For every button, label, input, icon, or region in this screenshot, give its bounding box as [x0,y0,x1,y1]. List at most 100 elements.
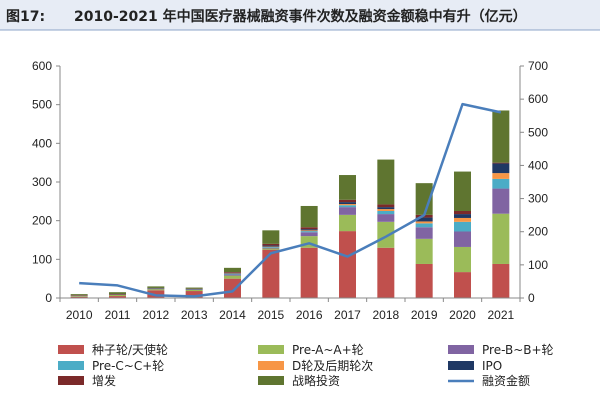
legend-label: 融资金额 [482,373,530,388]
line-layer [79,102,502,298]
bar-segment [300,227,318,230]
bar-segment [224,278,241,298]
bar-segment [262,247,280,249]
x-tick-label: 2010 [66,308,93,322]
bar-segment [300,236,318,248]
bar-segment [492,173,510,179]
bar-segment [339,207,356,215]
left-tick-label: 100 [32,252,52,266]
x-tick-label: 2017 [334,308,361,322]
bar-segment [492,163,510,174]
bar-segment [185,289,203,290]
bar-segment [377,221,395,248]
bar-segment [415,183,433,215]
legend-label: Pre-B~B+轮 [482,343,554,357]
legend-label: Pre-A~A+轮 [292,343,364,357]
bar-segment [377,204,395,208]
x-tick-label: 2015 [257,308,284,322]
bar-segment [147,288,165,290]
right-tick-label: 100 [528,258,548,272]
bar-segment [492,178,510,189]
bar-segment [492,110,510,163]
bar-segment [454,231,471,247]
bar-segment [224,273,241,275]
bar-segment [454,217,471,222]
bar-segment [147,287,165,289]
legend-label: 战略投资 [292,373,340,388]
bar-segment [339,214,356,232]
legend-swatch [258,345,284,354]
right-tick-label: 200 [528,225,548,239]
bar-segment [377,209,395,211]
bar-segment [339,199,356,203]
x-tick-label: 2018 [372,308,399,322]
legend-label: IPO [482,359,502,373]
bar-segment [300,231,318,233]
legend-swatch [58,376,84,385]
legend-swatch [448,345,474,354]
bar-segment [262,230,280,244]
bar-segment [224,272,241,274]
x-tick-label: 2016 [296,308,323,322]
bar-segment [70,296,88,297]
legend-label: Pre-C~C+轮 [92,359,164,373]
bar-segment [262,249,280,298]
bar-segment [300,229,318,231]
right-tick-label: 600 [528,92,548,106]
bar-segment [300,232,318,237]
bar-segment [415,238,433,264]
x-tick-label: 2012 [142,308,169,322]
bar-segment [224,267,241,273]
bar-segment [185,287,203,289]
chart-title: 2010-2021 年中国医疗器械融资事件次数及融资金额稳中有升（亿元） [74,8,527,25]
bar-segment [147,286,165,288]
bar-segment [147,289,165,291]
bar-segment [454,214,471,218]
bar-segment [339,175,356,200]
bar-segment [185,291,203,298]
right-tick-label: 400 [528,158,548,172]
bar-segment [147,288,165,289]
bar-segment [300,230,318,232]
bar-segment [300,205,318,228]
bar-segment [109,296,126,298]
legend-label: D轮及后期轮次 [292,359,373,373]
line-series-funding-amount [79,102,502,298]
axes-layer: 0 100 200 300 400 500 600 0 100 200 300 400 500 600 70… [32,59,548,322]
bar-segment [339,202,356,205]
bar-segment [492,162,510,164]
bar-segment [70,294,88,296]
bar-segment [185,288,203,290]
legend: 种子轮/天使轮 Pre-A~A+轮 Pre-B~B+轮 Pre-C~C+轮 D轮及后期轮… [58,342,554,388]
bar-segment [262,246,280,248]
bar-segment [224,274,241,276]
x-tick-label: 2019 [411,308,438,322]
bar-segment [109,294,126,297]
bar-segment [339,231,356,298]
bars-layer [70,110,510,298]
legend-label: 种子轮/天使轮 [92,342,168,357]
bar-segment [262,248,280,250]
legend-swatch [258,376,284,385]
left-tick-label: 300 [32,175,52,189]
bar-segment [262,245,280,247]
bar-segment [224,275,241,279]
bar-segment [454,221,471,232]
bar-segment [109,292,126,295]
bar-segment [262,243,280,246]
right-tick-label: 300 [528,192,548,206]
bar-segment [454,272,471,298]
legend-swatch [58,345,84,354]
bar-segment [70,295,88,297]
bar-segment [492,213,510,264]
bar-segment [454,246,471,273]
right-tick-label: 500 [528,125,548,139]
bar-segment [70,296,88,298]
x-tick-label: 2011 [105,308,131,322]
left-tick-label: 600 [32,59,52,73]
bar-segment [415,223,433,228]
bar-segment [492,263,510,298]
bar-segment [415,221,433,224]
x-tick-label: 2014 [219,308,246,322]
bar-segment [415,227,433,239]
